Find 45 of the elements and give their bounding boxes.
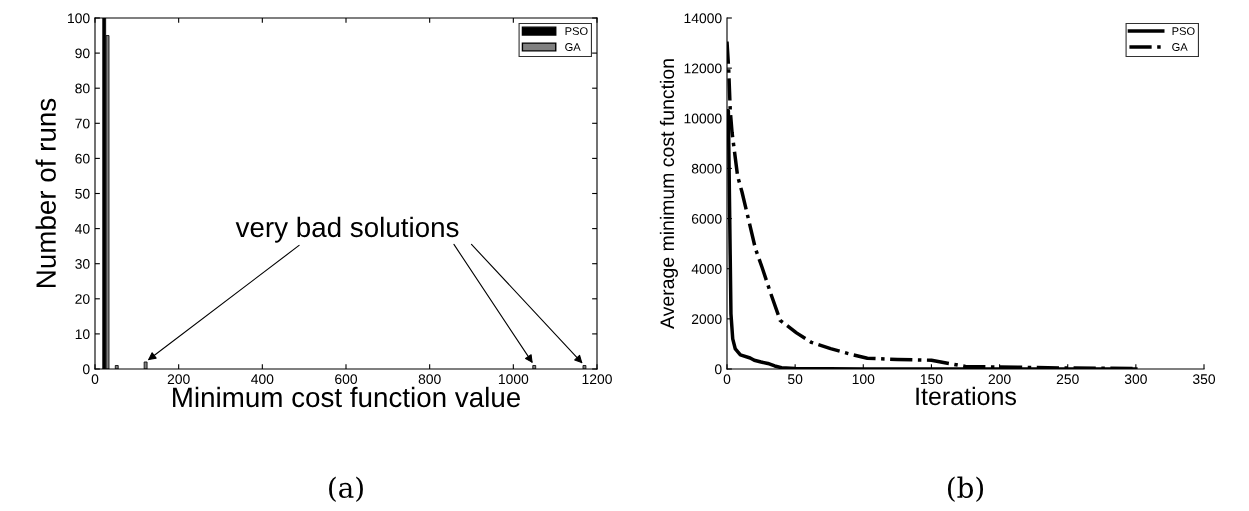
y-tick-label: 12000 [684,63,722,74]
y-tick-label: 6000 [691,213,722,224]
legend-label: PSO [565,27,588,36]
x-tick-label: 400 [251,374,274,385]
x-tick-label: 1200 [582,374,612,385]
y-tick-label: 10000 [684,113,722,124]
legend-label: PSO [1172,27,1195,36]
y-tick-label: 60 [75,153,90,164]
y-tick-label: 100 [68,13,90,24]
x-tick-label: 250 [1056,374,1079,385]
x-tick-label: 0 [91,374,99,385]
y-axis-title: Average minimum cost function [659,59,678,329]
x-tick-label: 350 [1192,374,1216,385]
x-tick-label: 200 [988,374,1011,385]
x-tick-label: 150 [920,374,943,385]
y-tick-label: 40 [75,223,90,234]
legend-label: GA [1172,43,1188,51]
y-tick-label: 2000 [691,314,722,325]
y-tick-label: 90 [75,48,90,59]
x-tick-label: 300 [1124,374,1147,385]
y-tick-label: 8000 [691,163,722,174]
x-tick-label: 1000 [498,374,529,385]
y-tick-label: 4000 [691,264,722,274]
y-tick-label: 80 [75,83,90,94]
x-tick-label: 800 [418,374,441,385]
y-tick-label: 20 [75,294,90,304]
y-tick-label: 0 [714,364,722,375]
y-tick-label: 0 [82,364,90,375]
x-tick-label: 200 [167,374,190,385]
y-axis-title: Number of runs [35,98,56,287]
x-tick-label: 600 [335,374,358,385]
text: (a) [329,476,363,502]
x-tick-label: 50 [787,374,803,385]
x-axis-title: Minimum cost function value [173,386,520,408]
x-axis-title: Iterations [916,386,1017,406]
y-tick-label: 70 [75,118,90,129]
text: (b) [947,476,984,502]
legend-label: GA [565,43,581,51]
y-tick-label: 10 [75,329,90,340]
x-tick-label: 100 [852,374,875,385]
y-tick-label: 14000 [684,13,722,24]
x-tick-label: 0 [723,374,731,385]
annotation: very bad solutions [235,216,459,243]
y-tick-label: 30 [75,259,90,269]
y-tick-label: 50 [75,188,90,199]
